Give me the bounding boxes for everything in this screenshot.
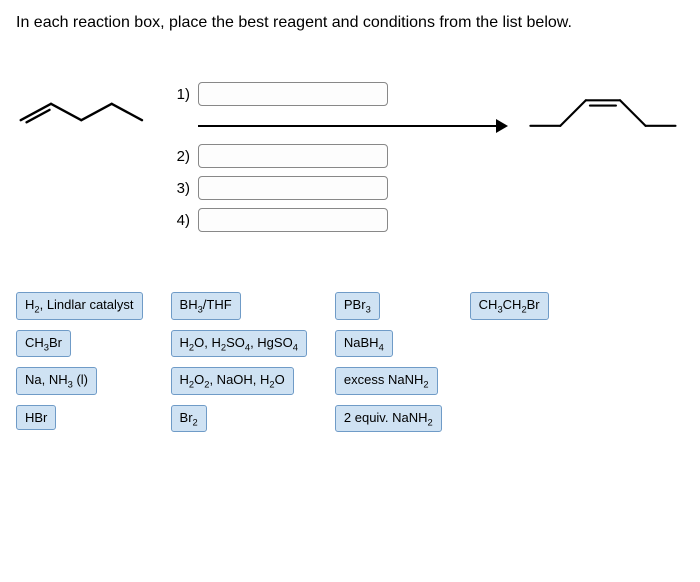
reagent-chip[interactable]: Na, NH3 (l): [16, 367, 97, 395]
reaction-arrow: [168, 118, 512, 134]
reagent-chip[interactable]: HBr: [16, 405, 56, 430]
reagent-column: CH3CH2Br: [470, 292, 549, 432]
step-input-1[interactable]: [198, 82, 388, 106]
reaction-row: 1) 2) 3) 4): [16, 82, 684, 232]
reagent-chip[interactable]: Br2: [171, 405, 207, 433]
reagent-chip[interactable]: H2O2, NaOH, H2O: [171, 367, 294, 395]
reagent-chip[interactable]: PBr3: [335, 292, 380, 320]
reagent-bank: H2, Lindlar catalyst CH3Br Na, NH3 (l) HBr B…: [16, 292, 684, 432]
step-label-3: 3): [168, 180, 190, 197]
step-row-3: 3): [168, 176, 512, 200]
reactant-structure: [16, 82, 156, 142]
reagent-chip[interactable]: H2O, H2SO4, HgSO4: [171, 330, 307, 358]
reaction-steps-column: 1) 2) 3) 4): [168, 82, 512, 232]
reagent-chip[interactable]: NaBH4: [335, 330, 393, 358]
reagent-chip[interactable]: BH3/THF: [171, 292, 241, 320]
instruction-text: In each reaction box, place the best rea…: [16, 14, 684, 32]
step-label-1: 1): [168, 86, 190, 103]
step-label-2: 2): [168, 148, 190, 165]
reagent-column: PBr3 NaBH4 excess NaNH2 2 equiv. NaNH2: [335, 292, 442, 432]
step-row-4: 4): [168, 208, 512, 232]
step-row-1: 1): [168, 82, 512, 106]
step-row-2: 2): [168, 144, 512, 168]
reagent-column: H2, Lindlar catalyst CH3Br Na, NH3 (l) HBr: [16, 292, 143, 432]
step-label-4: 4): [168, 212, 190, 229]
step-input-3[interactable]: [198, 176, 388, 200]
reagent-column: BH3/THF H2O, H2SO4, HgSO4 H2O2, NaOH, H2O B…: [171, 292, 307, 432]
reagent-chip[interactable]: CH3Br: [16, 330, 71, 358]
reagent-chip[interactable]: CH3CH2Br: [470, 292, 549, 320]
reagent-chip[interactable]: H2, Lindlar catalyst: [16, 292, 143, 320]
reagent-chip[interactable]: excess NaNH2: [335, 367, 438, 395]
step-input-4[interactable]: [198, 208, 388, 232]
step-input-2[interactable]: [198, 144, 388, 168]
product-structure: [524, 82, 684, 142]
reagent-chip[interactable]: 2 equiv. NaNH2: [335, 405, 442, 433]
